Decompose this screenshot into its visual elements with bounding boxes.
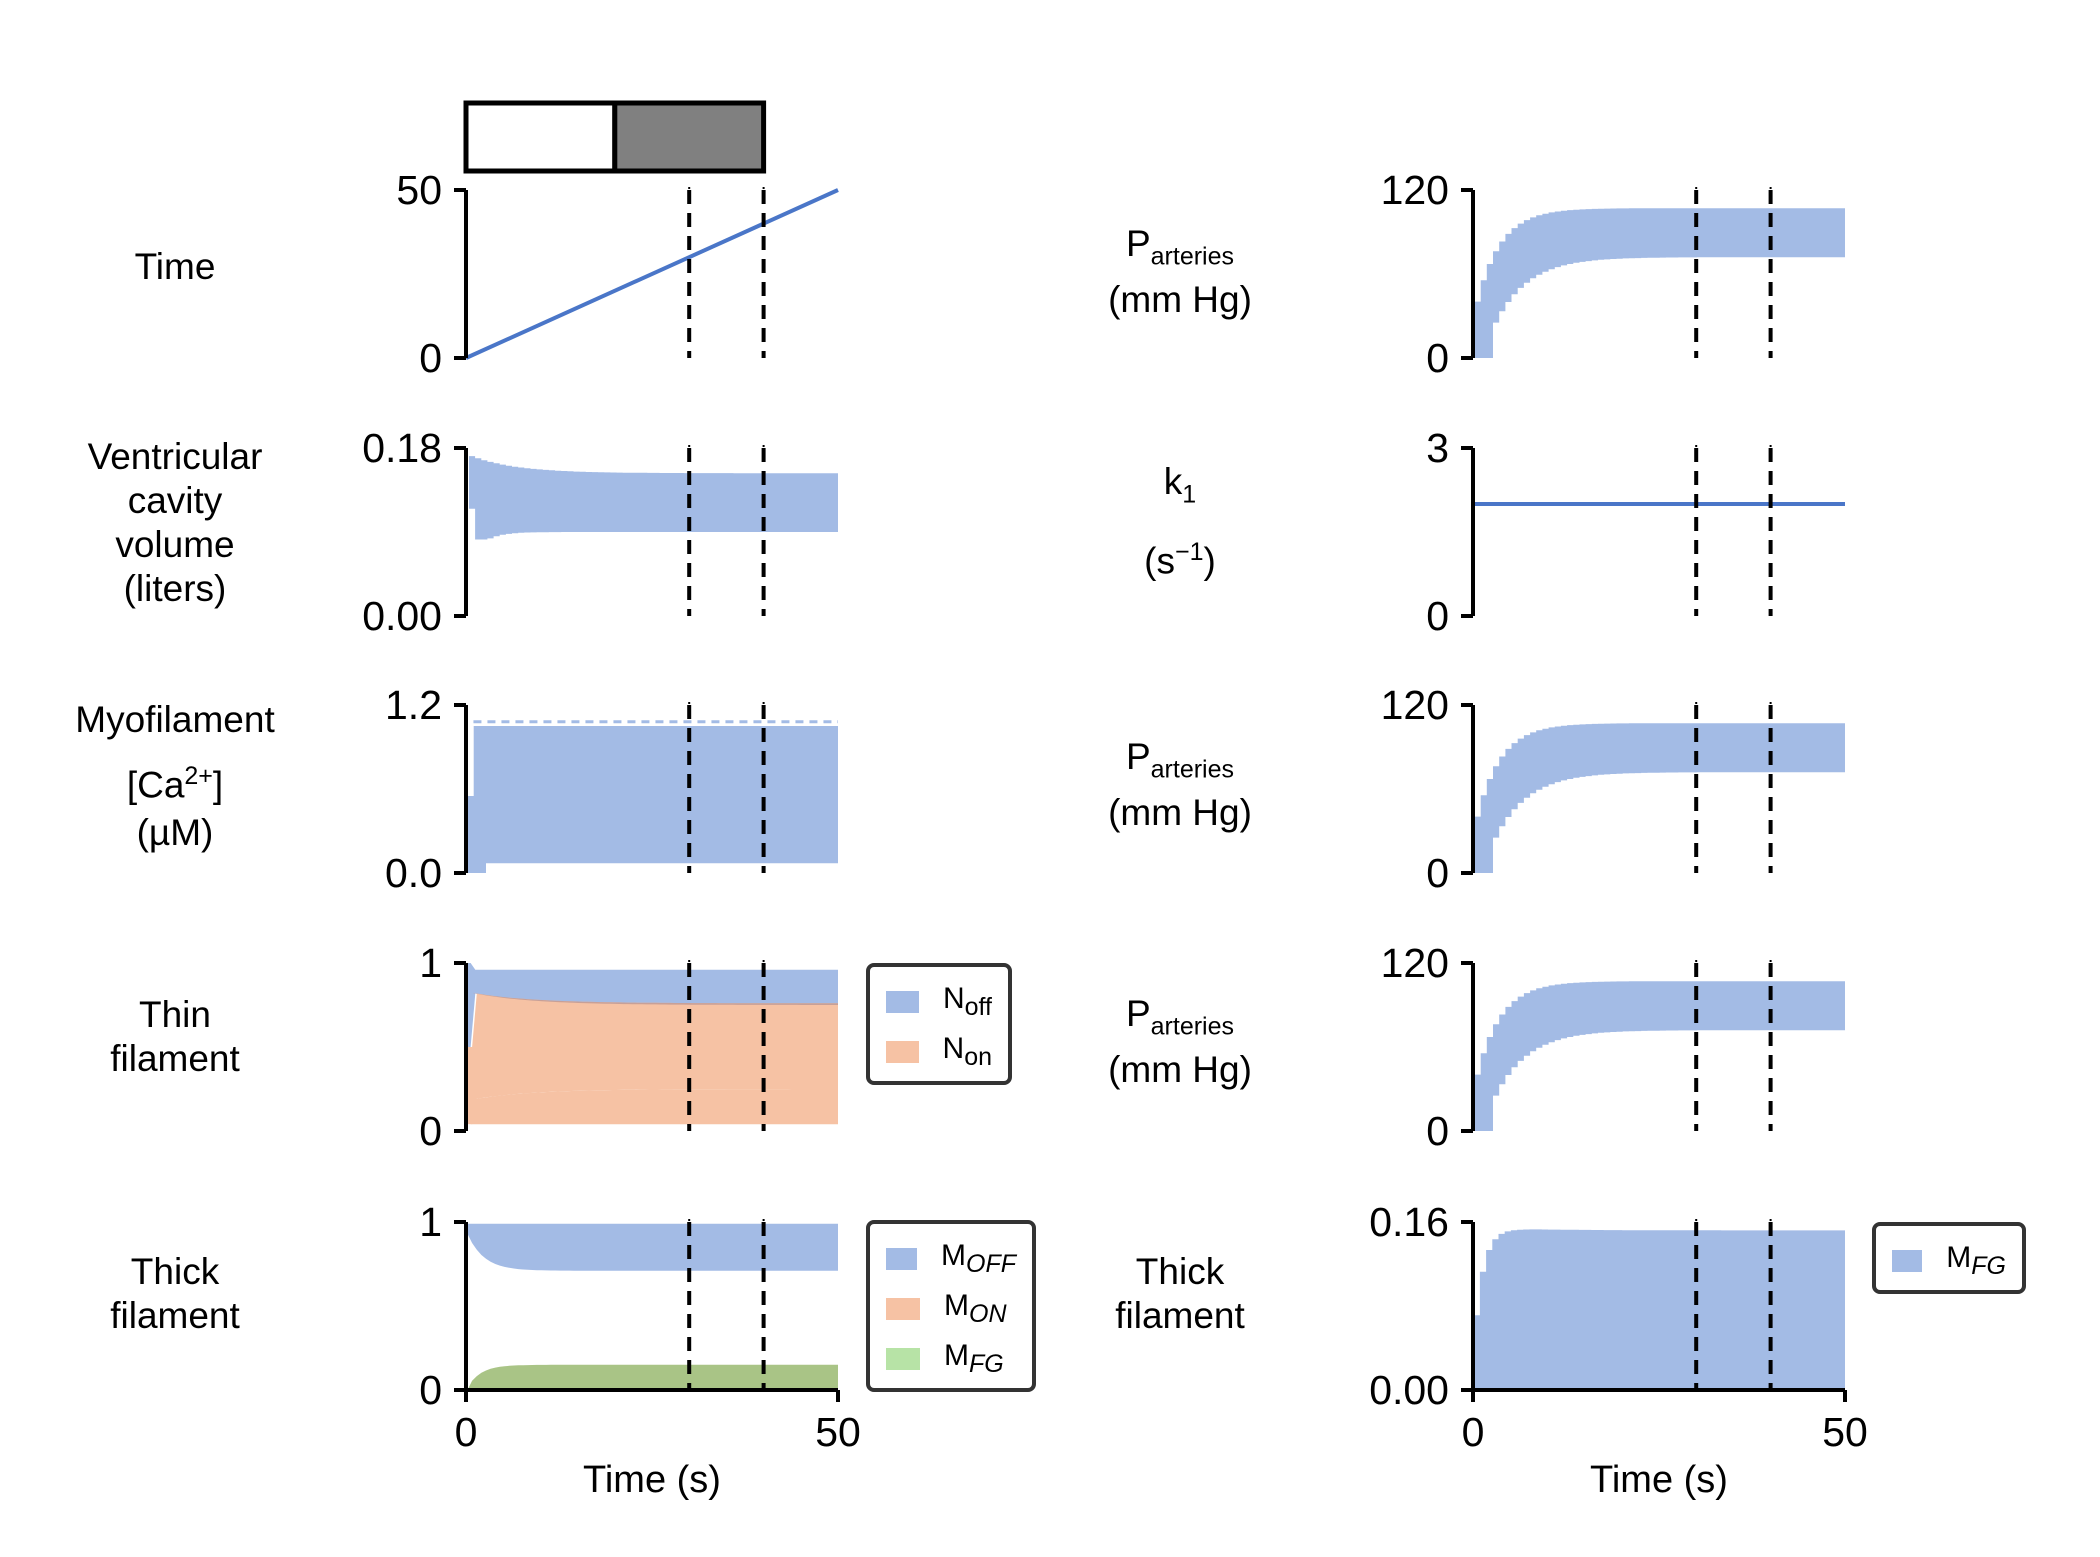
thick-xtick-label-0: 0 — [455, 1409, 478, 1455]
m-fg-band — [467, 1364, 838, 1390]
legend-item-m-on: MON — [886, 1284, 1016, 1334]
p1-ytick-label-1: 120 — [1381, 167, 1449, 213]
calcium-ytick-label-1: 1.2 — [385, 682, 442, 728]
legend-swatch-m-on — [886, 1298, 920, 1320]
legend-item-m-fg-right: MFG — [1892, 1236, 2006, 1286]
legend-item-n-on: Non — [886, 1027, 992, 1077]
time-ytick-label-1: 50 — [396, 167, 442, 213]
p2-band — [1474, 723, 1845, 873]
thick_fg-xlabel: Time (s) — [1590, 1459, 1728, 1501]
thick_fg-ytick-label-1: 0.16 — [1369, 1199, 1449, 1245]
p3-band — [1474, 981, 1845, 1131]
thick-ytick-label-1: 1 — [419, 1199, 442, 1245]
row-label-thick: Thick filament — [110, 1251, 240, 1336]
time-line — [465, 188, 839, 360]
p3-ytick-label-1: 120 — [1381, 940, 1449, 986]
thick-xlabel: Time (s) — [583, 1459, 721, 1501]
legend-swatch-m-off — [886, 1248, 917, 1270]
thick_fg-xtick-label-0: 0 — [1462, 1409, 1485, 1455]
m-off-band — [467, 1223, 838, 1271]
p1-band — [1474, 208, 1845, 358]
row-label-time: Time — [134, 246, 216, 287]
volume-ytick-label-1: 0.18 — [362, 425, 442, 471]
legend-swatch-m-fg-right — [1892, 1250, 1923, 1272]
k1-ytick-label-0: 0 — [1426, 593, 1449, 639]
legend-item-m-off: MOFF — [886, 1234, 1016, 1284]
n-on-band — [467, 993, 838, 1125]
legend-swatch-n-on — [886, 1041, 919, 1063]
n-overlap-band — [473, 992, 838, 1005]
p1-ytick-label-0: 0 — [1426, 335, 1449, 381]
thick_fg-xtick-label-1: 50 — [1822, 1409, 1868, 1455]
time-ytick-label-0: 0 — [419, 335, 442, 381]
row-label-thick-right: Thick filament — [1115, 1251, 1245, 1336]
n-off-band — [466, 963, 838, 1047]
n-on-floor-gap — [466, 1124, 838, 1129]
k1-ytick-label-1: 3 — [1426, 425, 1449, 471]
calcium-ytick-label-0: 0.0 — [385, 850, 442, 896]
m-fg-right-band — [1473, 1229, 1845, 1390]
thick_fg-ytick-label-0: 0.00 — [1369, 1367, 1449, 1413]
row-label-k1: k1 (s−1) — [1144, 461, 1216, 582]
row-label-p-arteries-3: Parteries (mm Hg) — [1108, 993, 1252, 1091]
p3-ytick-label-0: 0 — [1426, 1108, 1449, 1154]
legend-thick-filament-right: MFG — [1872, 1222, 2026, 1294]
row-label-volume: Ventricular cavity volume (liters) — [87, 436, 263, 609]
row-label-p-arteries-2: Parteries (mm Hg) — [1108, 736, 1252, 834]
legend-item-n-off: Noff — [886, 977, 992, 1027]
thick-ytick-label-0: 0 — [419, 1367, 442, 1413]
thin-ytick-label-0: 0 — [419, 1108, 442, 1154]
volume-ytick-label-0: 0.00 — [362, 593, 442, 639]
legend-thin-filament: Noff Non — [866, 963, 1012, 1085]
legend-thick-filament-left: MOFF MON MFG — [866, 1220, 1036, 1392]
volume-band — [469, 456, 838, 540]
thick-xtick-label-1: 50 — [815, 1409, 861, 1455]
thin-ytick-label-1: 1 — [419, 940, 442, 986]
legend-swatch-m-fg — [886, 1348, 920, 1370]
stim-bar-segment-1 — [612, 100, 767, 174]
p2-ytick-label-1: 120 — [1381, 682, 1449, 728]
n-on-lower-band — [470, 1089, 838, 1125]
row-label-calcium: Myofilament [Ca2+] (µM) — [75, 699, 275, 854]
calcium-band — [467, 726, 838, 873]
row-label-thin: Thin filament — [110, 994, 240, 1079]
legend-item-m-fg: MFG — [886, 1334, 1016, 1384]
legend-swatch-n-off — [886, 991, 919, 1013]
p2-ytick-label-0: 0 — [1426, 850, 1449, 896]
row-label-p-arteries-1: Parteries (mm Hg) — [1108, 223, 1252, 321]
stim-bar-segment-0 — [463, 100, 618, 174]
